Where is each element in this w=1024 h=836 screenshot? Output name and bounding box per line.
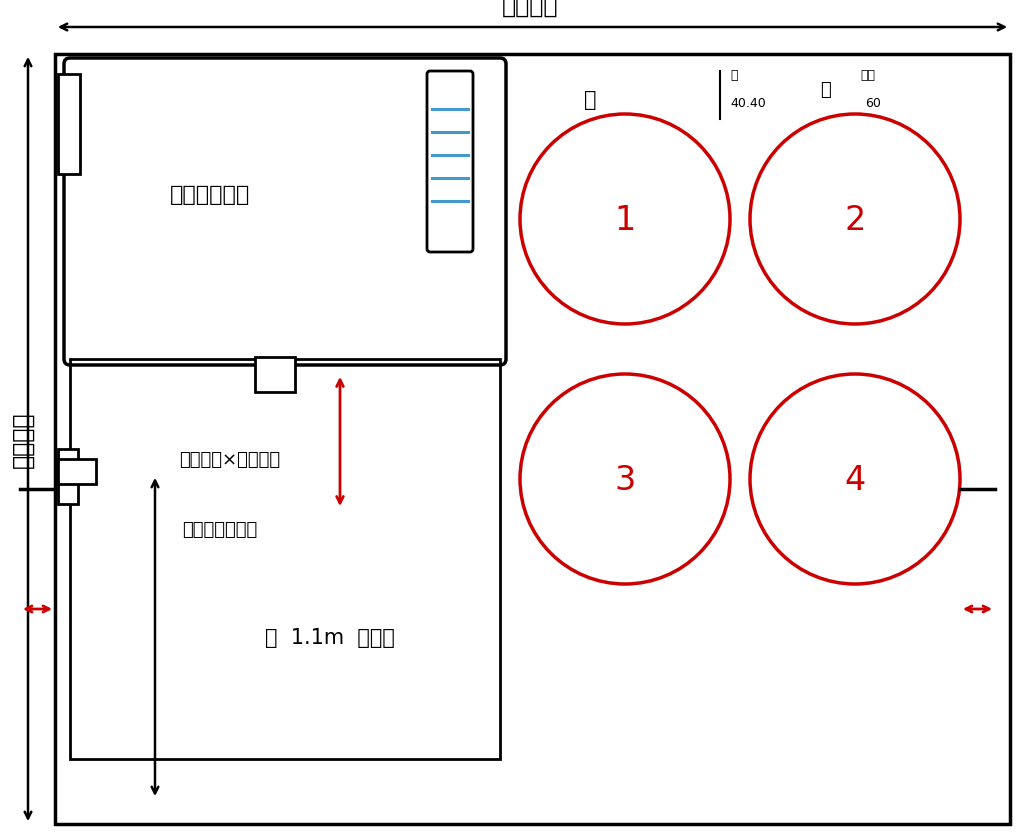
- FancyBboxPatch shape: [427, 72, 473, 252]
- Bar: [255, 358, 295, 393]
- Text: 60: 60: [865, 97, 881, 110]
- Text: 高さ: 高さ: [860, 69, 874, 82]
- Text: ３６４０: ３６４０: [502, 0, 558, 18]
- Text: ３０３４: ３０３４: [11, 411, 35, 467]
- Text: 幅: 幅: [730, 69, 737, 82]
- Text: 4: 4: [845, 463, 865, 496]
- Bar: [58, 460, 96, 484]
- Bar: [58, 75, 80, 175]
- Text: 3: 3: [614, 463, 636, 496]
- Text: 窓: 窓: [820, 81, 830, 99]
- Text: １７１７サイズ: １７１７サイズ: [182, 520, 258, 538]
- Text: ユニットバス: ユニットバス: [170, 185, 250, 205]
- Text: 約  1.1m  の通路: 約 1.1m の通路: [265, 627, 395, 647]
- Bar: [58, 450, 78, 504]
- Text: 壁: 壁: [584, 90, 596, 110]
- Text: 40.40: 40.40: [730, 97, 766, 110]
- Text: 1: 1: [614, 203, 636, 237]
- Text: １８２０×１８２０: １８２０×１８２０: [179, 451, 281, 468]
- Text: 2: 2: [845, 203, 865, 237]
- Bar: [70, 359, 500, 759]
